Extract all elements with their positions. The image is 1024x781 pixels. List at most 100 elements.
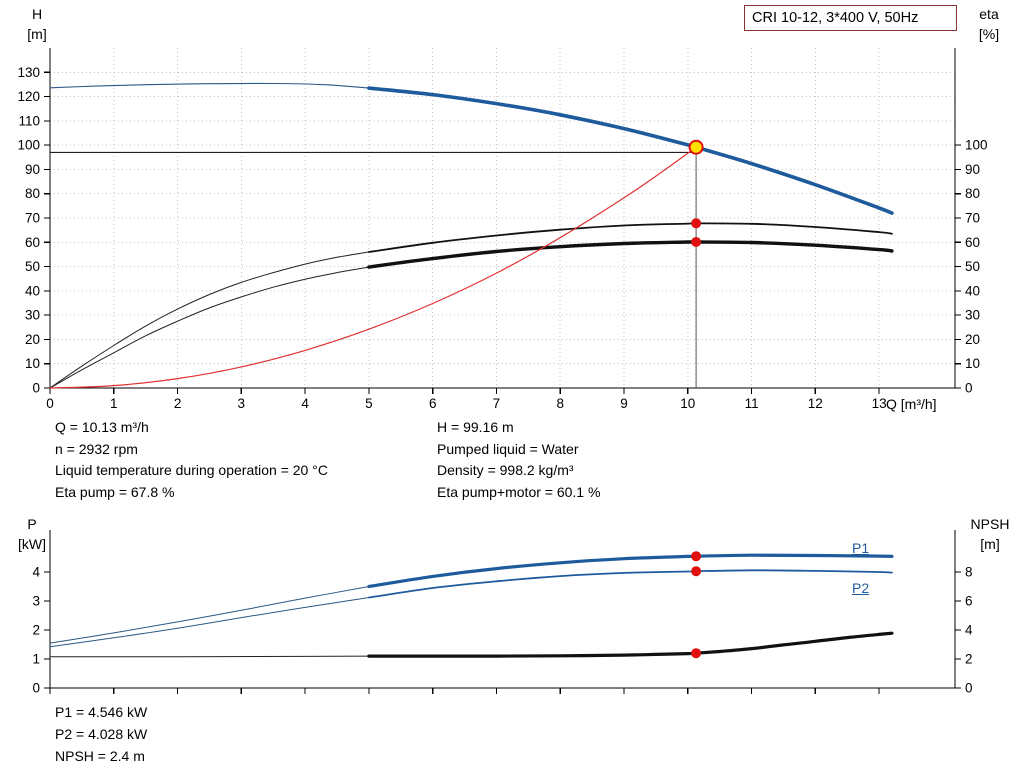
left-tick-label: 100 <box>17 138 40 153</box>
right-tick-label: 30 <box>965 308 980 323</box>
right-tick-label: 70 <box>965 211 980 226</box>
series-eta-pump-motor-thin <box>49 266 370 389</box>
info-line-p1: P1 = 4.546 kW <box>55 704 148 720</box>
npsh-axis-unit: [m] <box>980 536 1000 552</box>
duty-point <box>688 139 704 155</box>
info-line-temperature: Liquid temperature during operation = 20… <box>55 462 328 478</box>
eta-axis-label: eta [%] <box>966 4 1012 44</box>
series-p2-thin <box>49 597 370 648</box>
right-tick-label: 90 <box>965 162 980 177</box>
right-tick-label: 20 <box>965 332 980 347</box>
info-line-speed: n = 2932 rpm <box>55 440 138 457</box>
x-tick-label: 10 <box>680 396 695 411</box>
info-line-npsh: NPSH = 2.4 m <box>55 748 145 764</box>
pump-title: CRI 10-12, 3*400 V, 50Hz <box>752 10 919 26</box>
left-tick-label: 130 <box>17 65 40 80</box>
series-p1-thin <box>49 586 370 644</box>
left-tick-label: 4 <box>32 565 40 580</box>
left-tick-label: 110 <box>18 113 40 128</box>
axes <box>44 530 961 694</box>
series-eta-pump <box>368 222 893 253</box>
flow-axis-label: Q [m³/h] <box>886 396 937 412</box>
info-line-eta-pump: Eta pump = 67.8 % <box>55 483 175 500</box>
info-line-p2: P2 = 4.028 kW <box>55 726 148 742</box>
eta-pump-motor-point <box>691 237 702 247</box>
p2-point <box>691 566 702 577</box>
right-tick-label: 4 <box>965 623 973 638</box>
right-tick-label: 8 <box>965 565 973 580</box>
x-tick-label: 11 <box>745 396 759 411</box>
right-tick-label: 10 <box>965 356 980 371</box>
x-tick-label: 8 <box>556 396 564 411</box>
npsh-point <box>691 648 702 659</box>
right-tick-label: 0 <box>965 381 973 396</box>
axes <box>44 48 961 394</box>
tick-labels: 0 1 2 3 4 0 2 4 6 8 <box>32 565 973 696</box>
series-eta-pump-motor <box>367 240 894 269</box>
left-tick-label: 3 <box>32 594 40 609</box>
right-tick-label: 6 <box>965 594 973 609</box>
x-tick-label: 5 <box>365 396 373 411</box>
series-npsh <box>367 631 894 658</box>
left-tick-label: 50 <box>25 259 40 274</box>
duty-info-left: Q = 10.13 m³/h n = 2932 rpm Liquid tempe… <box>55 417 328 503</box>
power-axis-unit: [kW] <box>18 536 46 552</box>
head-axis-unit: [m] <box>27 26 47 42</box>
pump-title-box: CRI 10-12, 3*400 V, 50Hz <box>744 5 957 31</box>
left-tick-label: 0 <box>32 381 40 396</box>
right-tick-label: 40 <box>965 283 980 298</box>
power-axis-symbol: P <box>27 516 37 532</box>
head-axis-symbol: H <box>31 6 43 22</box>
left-tick-label: 30 <box>25 308 40 323</box>
series-eta-pump-thin <box>49 251 370 389</box>
info-line-head: H = 99.16 m <box>437 419 514 435</box>
left-tick-label: 120 <box>17 89 40 104</box>
tick-labels: 0 1 2 3 4 5 6 7 8 9 10 11 12 130102030405060708090100… <box>17 65 987 411</box>
x-tick-label: 0 <box>46 396 54 411</box>
right-tick-label: 2 <box>965 652 973 667</box>
x-tick-label: 12 <box>808 396 823 411</box>
left-tick-label: 70 <box>25 211 40 226</box>
left-tick-label: 20 <box>25 332 40 347</box>
series-p2 <box>368 569 893 599</box>
p1-curve-label: P1 <box>852 540 870 556</box>
left-tick-label: 2 <box>32 623 40 638</box>
left-tick-label: 1 <box>32 652 40 667</box>
left-tick-label: 60 <box>25 235 40 250</box>
npsh-axis-label: NPSH [m] <box>960 514 1020 554</box>
npsh-axis-symbol: NPSH <box>970 516 1010 532</box>
gridlines <box>50 48 955 388</box>
x-tick-label: 13 <box>872 396 887 411</box>
eta-axis-unit: [%] <box>978 26 1000 42</box>
left-tick-label: 90 <box>25 162 40 177</box>
power-info: P1 = 4.546 kW P2 = 4.028 kW NPSH = 2.4 m <box>55 701 147 767</box>
power-axis-label: P [kW] <box>10 514 54 554</box>
info-line-liquid: Pumped liquid = Water <box>437 440 579 457</box>
series-h-curve <box>367 86 894 215</box>
x-tick-label: 9 <box>620 396 628 411</box>
right-tick-label: 0 <box>965 681 973 696</box>
left-tick-label: 80 <box>25 186 40 201</box>
info-line-eta-pump-motor: Eta pump+motor = 60.1 % <box>437 483 601 500</box>
series-npsh-thin <box>49 655 370 658</box>
reference-lines <box>50 147 697 388</box>
x-tick-label: 3 <box>238 396 246 411</box>
left-tick-label: 40 <box>25 283 40 298</box>
eta-axis-symbol: eta <box>979 6 999 22</box>
info-line-flow: Q = 10.13 m³/h <box>55 419 149 435</box>
right-tick-label: 60 <box>965 235 980 250</box>
x-tick-label: 4 <box>301 396 309 411</box>
left-tick-label: 10 <box>25 356 40 371</box>
series-p1 <box>367 553 894 589</box>
right-tick-label: 80 <box>965 186 980 201</box>
p2-curve-label: P2 <box>852 580 870 596</box>
power-npsh-chart: 0 1 2 3 4 0 2 4 6 8 <box>32 530 973 696</box>
x-tick-label: 7 <box>493 396 501 411</box>
duty-info-right: H = 99.16 m Pumped liquid = Water Densit… <box>437 417 600 503</box>
x-tick-label: 1 <box>110 396 118 411</box>
hq-eta-chart: 0 1 2 3 4 5 6 7 8 9 10 11 12 130102030405060708090100… <box>17 48 988 411</box>
x-tick-label: 6 <box>429 396 437 411</box>
series-system-curve <box>49 146 697 389</box>
right-tick-label: 100 <box>965 138 988 153</box>
